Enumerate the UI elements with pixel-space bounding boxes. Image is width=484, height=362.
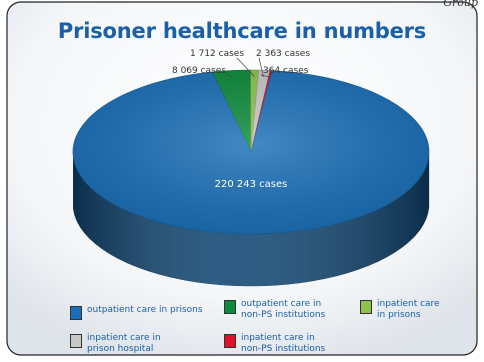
leader-line	[258, 57, 264, 77]
leader-line	[260, 74, 270, 78]
legend-label: outpatient care in non-PS institutions	[241, 299, 326, 320]
slice-value-label: 2 363 cases	[256, 49, 310, 59]
slice-value-label: 220 243 cases	[215, 179, 288, 190]
slice-value-label: 364 cases	[263, 66, 309, 76]
chart-title: Prisoner healthcare in numbers	[57, 19, 427, 43]
legend-swatch	[70, 334, 82, 348]
legend-item: outpatient care in prisons	[70, 305, 203, 320]
legend-swatch	[70, 306, 82, 320]
legend: outpatient care in prisons outpatient ca…	[70, 297, 470, 359]
corner-text: Group	[443, 0, 478, 9]
leader-line	[236, 57, 255, 77]
legend-item: inpatient care in prison hospital	[70, 333, 161, 355]
legend-item: inpatient care in prisons	[360, 299, 440, 321]
legend-swatch	[224, 334, 236, 348]
pie-side-shading	[73, 152, 429, 286]
legend-swatch	[224, 300, 236, 314]
legend-label: inpatient care in prison hospital	[87, 333, 161, 354]
legend-label: inpatient care in prisons	[377, 299, 440, 320]
legend-swatch	[360, 300, 372, 314]
legend-item: inpatient care in non-PS institutions	[224, 333, 325, 355]
leader-line	[227, 74, 233, 78]
slice-value-label: 8 069 cases	[172, 66, 226, 76]
slice-value-label: 1 712 cases	[190, 49, 244, 59]
legend-item: outpatient care in non-PS institutions	[224, 299, 325, 321]
legend-label: outpatient care in prisons	[87, 305, 203, 315]
legend-label: inpatient care in non-PS institutions	[241, 333, 326, 354]
pie-top-shading	[73, 70, 429, 234]
